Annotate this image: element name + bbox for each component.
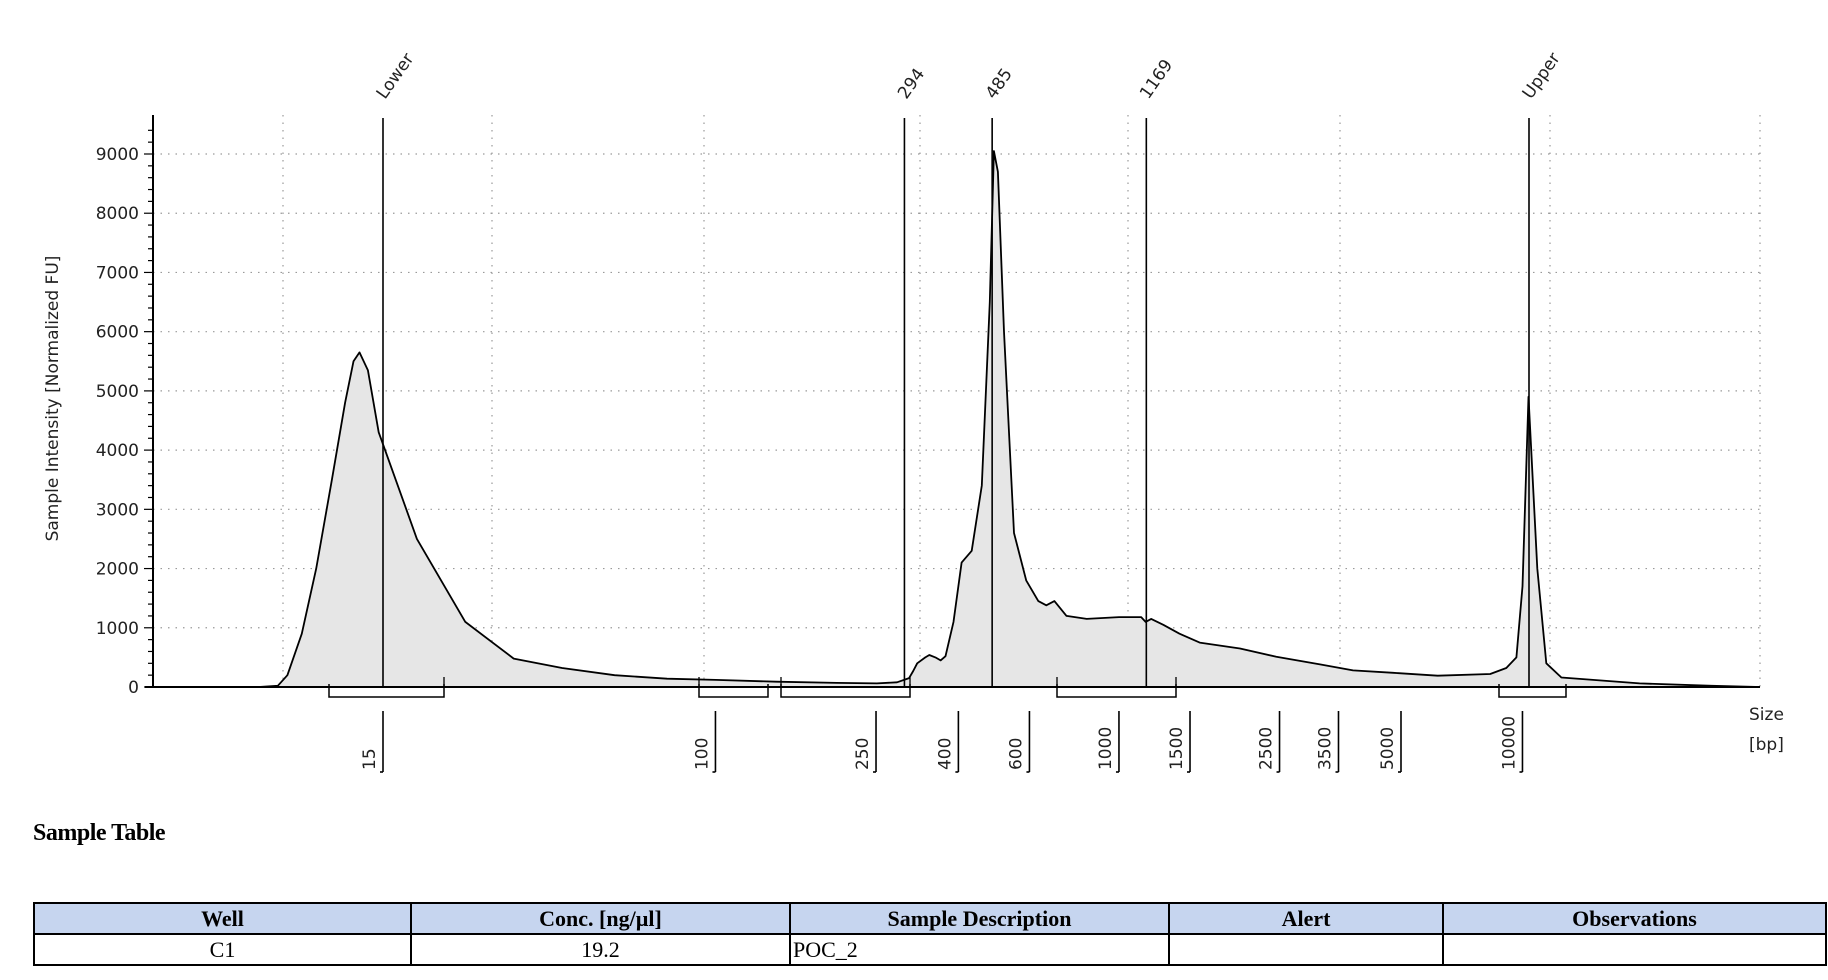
column-header-well: Well xyxy=(33,902,412,935)
x-tick-label: 100 xyxy=(692,738,712,770)
y-tick-label: 7000 xyxy=(96,263,139,283)
table-row: C1 19.2 POC_2 xyxy=(33,933,1827,966)
sample-table-title: Sample Table xyxy=(33,820,166,846)
sample-table-header-row: Well Conc. [ng/µl] Sample Description Al… xyxy=(33,902,1827,935)
peak-label: Upper xyxy=(1519,49,1565,103)
region-bracket xyxy=(328,684,445,698)
y-tick-label: 9000 xyxy=(96,145,139,165)
x-axis-title-size: Size xyxy=(1749,705,1784,725)
x-tick-label: 600 xyxy=(1006,738,1026,770)
x-tick-label: 1000 xyxy=(1096,727,1116,770)
trace-line xyxy=(153,150,1761,688)
y-tick-label: 5000 xyxy=(96,382,139,402)
region-bracket xyxy=(1498,684,1567,698)
y-tick-label: 1000 xyxy=(96,619,139,639)
column-header-observations: Observations xyxy=(1442,902,1827,935)
region-bracket xyxy=(1056,684,1177,698)
y-tick-label: 0 xyxy=(128,678,139,698)
electropherogram-svg: Lower 294 485 1169 Upper 0 1000 2000 3000 4000 500… xyxy=(43,49,1784,773)
x-tick-label: 1500 xyxy=(1167,727,1187,770)
y-tick-label: 8000 xyxy=(96,204,139,224)
y-tick-label: 3000 xyxy=(96,500,139,520)
column-header-sample-description: Sample Description xyxy=(789,902,1170,935)
y-axis-title: Sample Intensity [Normalized FU] xyxy=(43,256,63,542)
column-header-alert: Alert xyxy=(1168,902,1444,935)
x-tick-label: 15 xyxy=(360,748,380,770)
trace-area xyxy=(153,151,1760,687)
y-tick-label: 2000 xyxy=(96,560,139,580)
y-tick-label: 6000 xyxy=(96,323,139,343)
peak-label: 485 xyxy=(982,65,1017,103)
region-bracket xyxy=(780,684,911,698)
peak-label: 294 xyxy=(894,65,929,103)
x-tick-label: 400 xyxy=(935,738,955,770)
y-tick-label: 4000 xyxy=(96,441,139,461)
cell-conc: 19.2 xyxy=(410,933,791,966)
peak-label: 1169 xyxy=(1136,56,1177,103)
region-bracket xyxy=(698,684,769,698)
x-tick-label: 3500 xyxy=(1315,727,1335,770)
cell-sample-description: POC_2 xyxy=(789,933,1170,966)
x-tick-label: 10000 xyxy=(1499,716,1519,770)
peak-label: Lower xyxy=(373,50,419,103)
x-tick-label: 2500 xyxy=(1257,727,1277,770)
x-axis-title-unit: [bp] xyxy=(1749,735,1784,755)
electropherogram-chart: Lower 294 485 1169 Upper 0 1000 2000 3000 4000 500… xyxy=(43,49,1784,773)
x-tick-label: 250 xyxy=(853,738,873,770)
column-header-conc: Conc. [ng/µl] xyxy=(410,902,791,935)
cell-well: C1 xyxy=(33,933,412,966)
cell-alert xyxy=(1168,933,1444,966)
x-tick-label: 5000 xyxy=(1378,727,1398,770)
sample-table: Well Conc. [ng/µl] Sample Description Al… xyxy=(33,902,1827,966)
cell-observations xyxy=(1442,933,1827,966)
